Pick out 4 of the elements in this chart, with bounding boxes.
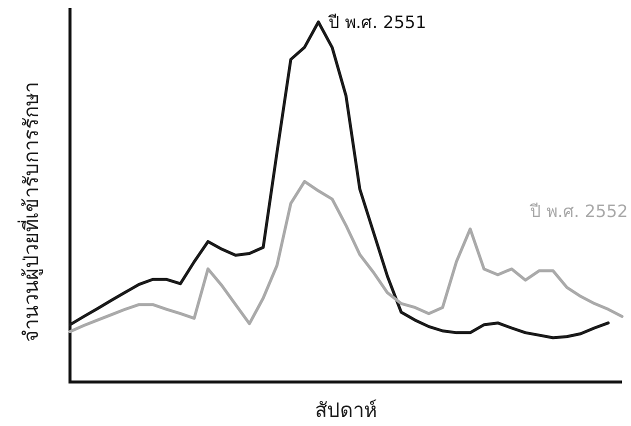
x-axis-title: สัปดาห์ <box>315 398 377 422</box>
text: ปี พ.ศ. 2552 <box>529 202 628 222</box>
y-axis-title: จำนวนผู้ป่วยที่เข้ารับการรักษา <box>17 82 44 342</box>
series-label: ปี พ.ศ. 2551 <box>327 13 426 33</box>
